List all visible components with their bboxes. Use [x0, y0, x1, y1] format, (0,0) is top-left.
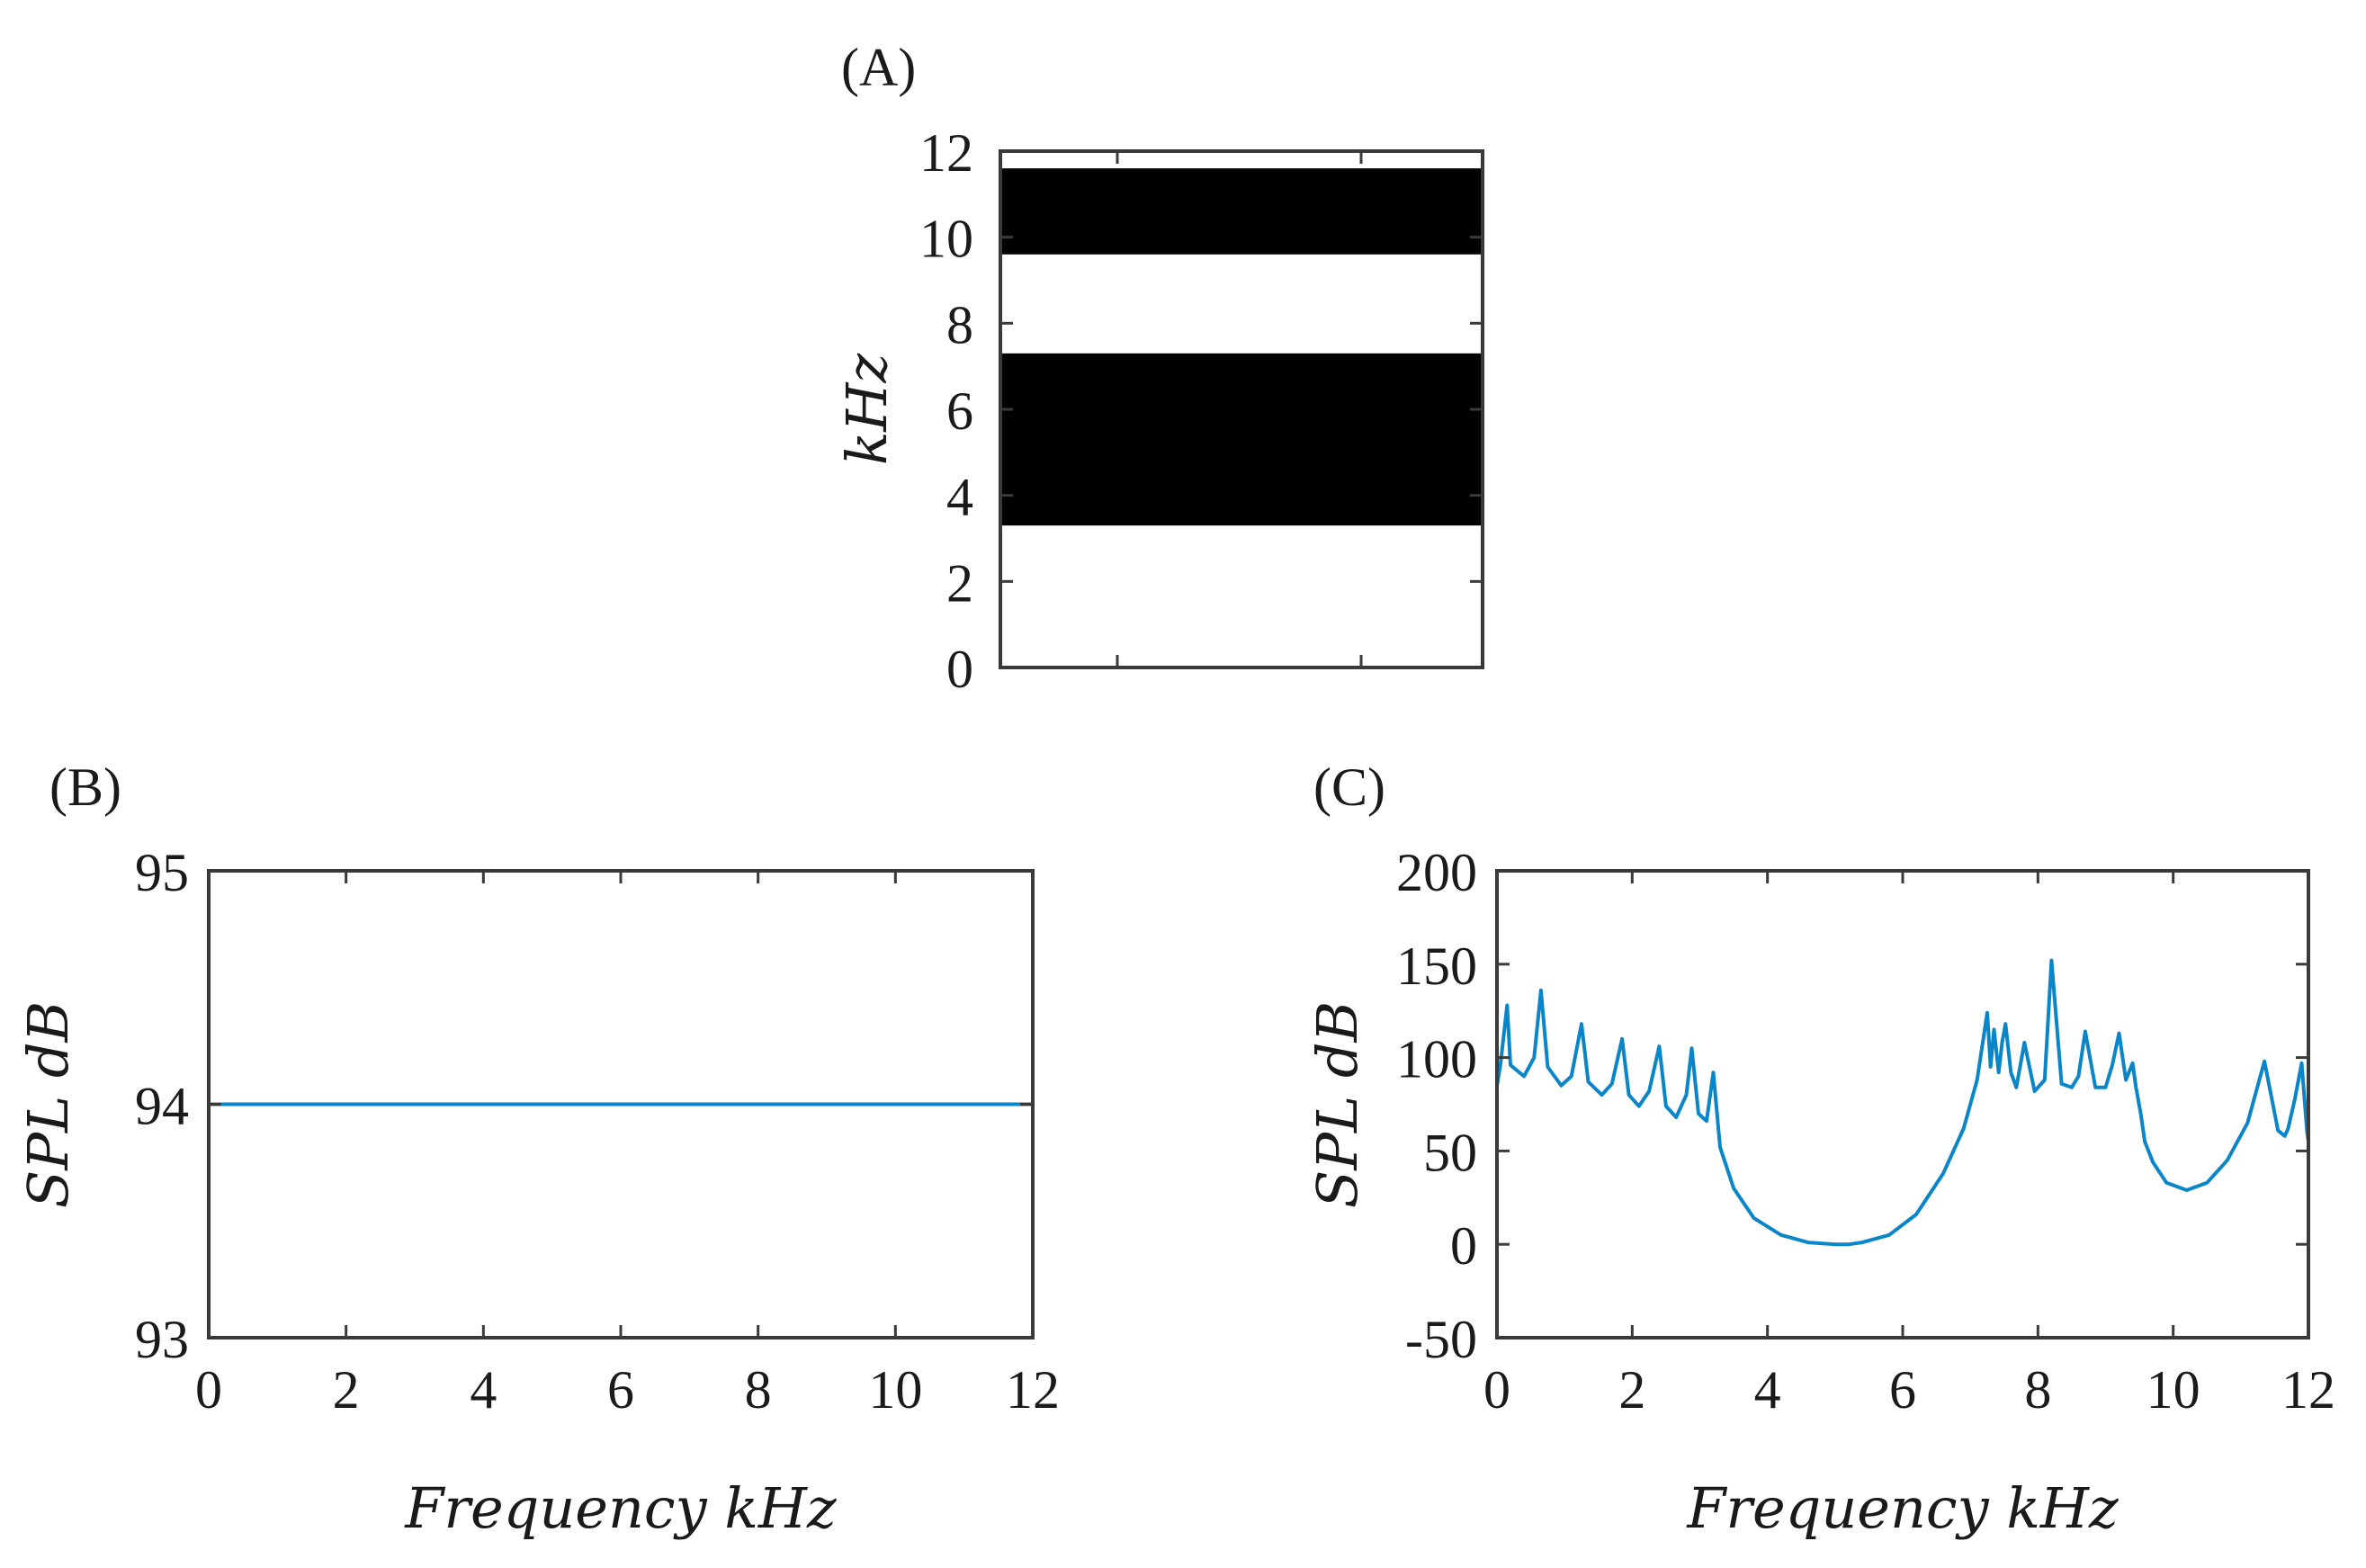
plot-frame-c [1495, 869, 2310, 1340]
y-axis-label-b: SPL dB [15, 1001, 81, 1208]
y-tick-label-c: 50 [1423, 1123, 1477, 1182]
x-axis-label-b: Frequency kHz [404, 1475, 837, 1541]
x-tick-label-b: 8 [745, 1360, 772, 1420]
y-tick-label-c: 100 [1396, 1030, 1477, 1089]
x-tick-label-c: 10 [2146, 1360, 2200, 1420]
panel-label-c: (C) [1313, 757, 1385, 817]
y-tick-label-a: 12 [919, 123, 973, 183]
x-axis-label-c: Frequency kHz [1686, 1475, 2119, 1541]
y-tick-label-a: 0 [946, 640, 973, 699]
x-tick-label-b: 6 [607, 1360, 634, 1420]
panel-a: (A) 0 2 4 6 8 10 12 kHz [834, 38, 1484, 699]
x-tick-label-c: 2 [1618, 1360, 1645, 1420]
panel-b: (B) 0 2 4 6 8 10 12 93 94 95 Frequency kHz SPL dB [15, 757, 1060, 1541]
x-tick-label-b: 2 [333, 1360, 360, 1420]
y-axis-label-c: SPL dB [1304, 1001, 1370, 1208]
y-tick-label-b: 94 [135, 1077, 189, 1136]
y-tick-label-b: 95 [135, 843, 189, 902]
y-axis-label-a: kHz [834, 354, 900, 466]
y-tick-label-a: 6 [946, 381, 973, 441]
x-tick-label-b: 0 [195, 1360, 222, 1420]
y-tick-label-b: 93 [135, 1310, 189, 1369]
y-tick-label-a: 8 [946, 295, 973, 354]
x-tick-label-c: 6 [1889, 1360, 1916, 1420]
y-tick-label-c: 150 [1396, 936, 1477, 996]
x-tick-label-c: 0 [1483, 1360, 1510, 1420]
y-tick-label-a: 10 [919, 210, 973, 269]
y-tick-label-c: 0 [1450, 1216, 1477, 1276]
x-tick-label-c: 8 [2024, 1360, 2051, 1420]
panel-label-b: (B) [49, 757, 121, 817]
y-tick-label-a: 2 [946, 553, 973, 613]
band-0 [1000, 353, 1483, 526]
x-tick-label-c: 12 [2281, 1360, 2335, 1420]
y-tick-label-c: -50 [1405, 1310, 1477, 1369]
x-tick-label-b: 10 [868, 1360, 922, 1420]
band-1 [1000, 168, 1483, 255]
series-line-c [1497, 958, 2308, 1247]
y-tick-label-c: 200 [1396, 843, 1477, 902]
x-tick-label-c: 4 [1754, 1360, 1781, 1420]
x-tick-label-b: 12 [1006, 1360, 1060, 1420]
x-tick-label-b: 4 [470, 1360, 497, 1420]
panel-label-a: (A) [841, 38, 916, 97]
y-tick-label-a: 4 [946, 468, 973, 527]
